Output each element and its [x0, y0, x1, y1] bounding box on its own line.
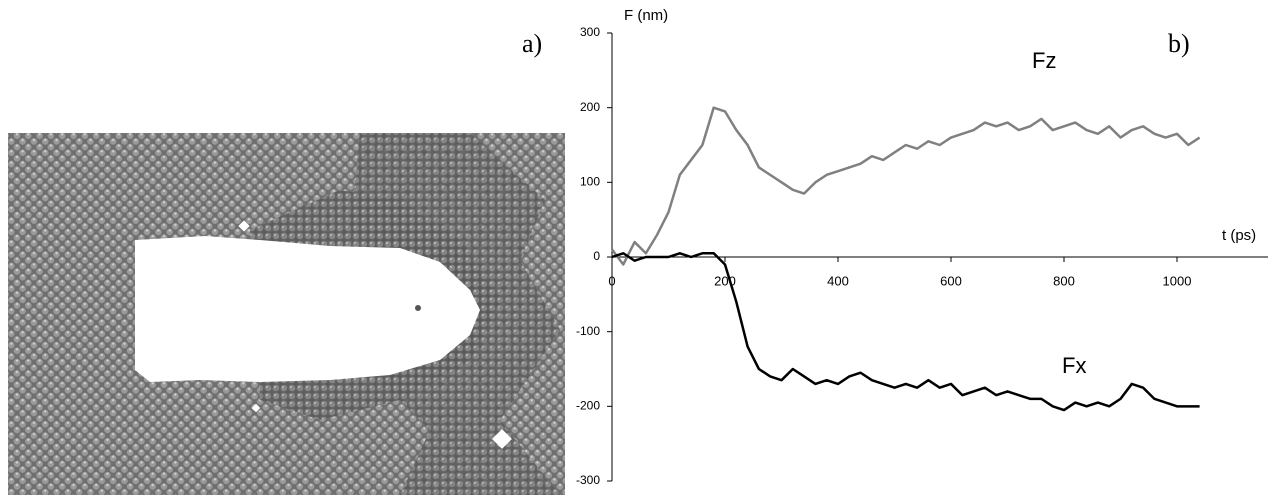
y-tick-label: 100 [580, 175, 600, 189]
y-tick-label: 300 [580, 25, 600, 39]
y-tick-label: 0 [593, 249, 600, 263]
y-tick-label: -200 [576, 399, 600, 413]
x-tick-label: 600 [940, 273, 962, 288]
panel-label: b) [1168, 29, 1190, 58]
series-line [611, 106, 1201, 266]
x-tick-label: 800 [1053, 273, 1075, 288]
panel-label: a) [522, 29, 542, 58]
y-tick-label: 200 [580, 100, 600, 114]
x-axis-label: t (ps) [1222, 227, 1256, 244]
y-tick-label: -300 [576, 473, 600, 487]
x-tick-label: 0 [608, 273, 615, 288]
simulation-image [8, 133, 565, 495]
x-tick-label: 400 [827, 273, 849, 288]
series-label: Fx [1062, 353, 1086, 378]
x-tick-label: 1000 [1163, 273, 1192, 288]
series-line [611, 252, 1200, 412]
series-label: Fz [1032, 48, 1056, 73]
y-tick-label: -100 [576, 324, 600, 338]
y-axis-label: F (nm) [624, 7, 668, 24]
